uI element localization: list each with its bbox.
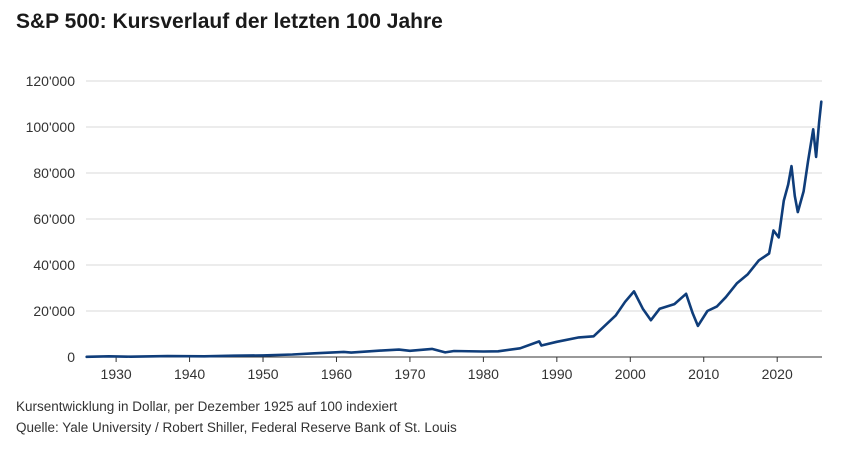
gridlines <box>86 80 822 312</box>
x-tick-label: 1950 <box>247 366 278 382</box>
x-tick-label: 1990 <box>541 366 572 382</box>
x-tick-label: 1940 <box>174 366 205 382</box>
x-tick-label: 1930 <box>101 366 132 382</box>
x-tick-label: 1980 <box>468 366 499 382</box>
y-tick-label: 80'000 <box>33 165 75 181</box>
chart-title: S&P 500: Kursverlauf der letzten 100 Jah… <box>16 10 443 33</box>
y-tick-label: 0 <box>67 349 75 365</box>
x-tick-label: 1970 <box>394 366 425 382</box>
y-tick-label: 40'000 <box>33 257 75 273</box>
chart-source: Quelle: Yale University / Robert Shiller… <box>16 420 457 435</box>
x-tick-label: 2000 <box>615 366 646 382</box>
chart-note: Kursentwicklung in Dollar, per Dezember … <box>16 399 398 414</box>
y-axis-ticks: 0 20'000 40'000 60'000 80'000 100'000 120'000 <box>26 73 76 365</box>
series-line-sp500 <box>85 100 823 359</box>
x-tick-label: 1960 <box>321 366 352 382</box>
y-tick-label: 120'000 <box>26 73 76 89</box>
x-axis-ticks: 1930 1940 1950 1960 1970 1980 1990 2000 2010 2020 <box>101 357 793 382</box>
y-tick-label: 60'000 <box>33 211 75 227</box>
y-tick-label: 20'000 <box>33 303 75 319</box>
y-tick-label: 100'000 <box>26 119 76 135</box>
x-tick-label: 2020 <box>762 366 793 382</box>
x-tick-label: 2010 <box>688 366 719 382</box>
